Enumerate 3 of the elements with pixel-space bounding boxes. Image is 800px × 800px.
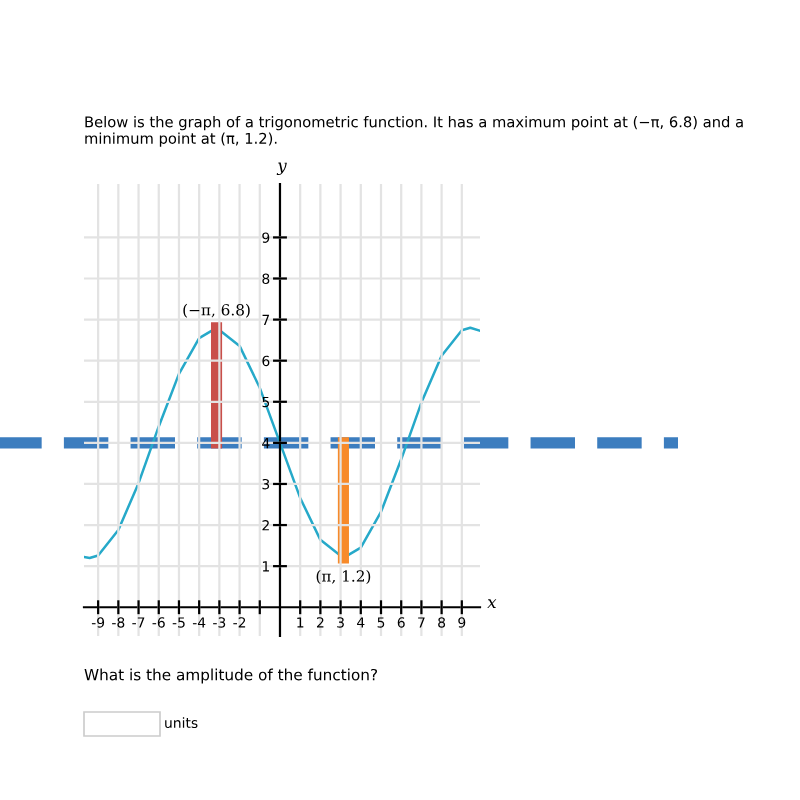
line-series [84, 326, 480, 560]
y-axis-title: y [276, 162, 287, 175]
x-axis-title: x [487, 599, 497, 608]
